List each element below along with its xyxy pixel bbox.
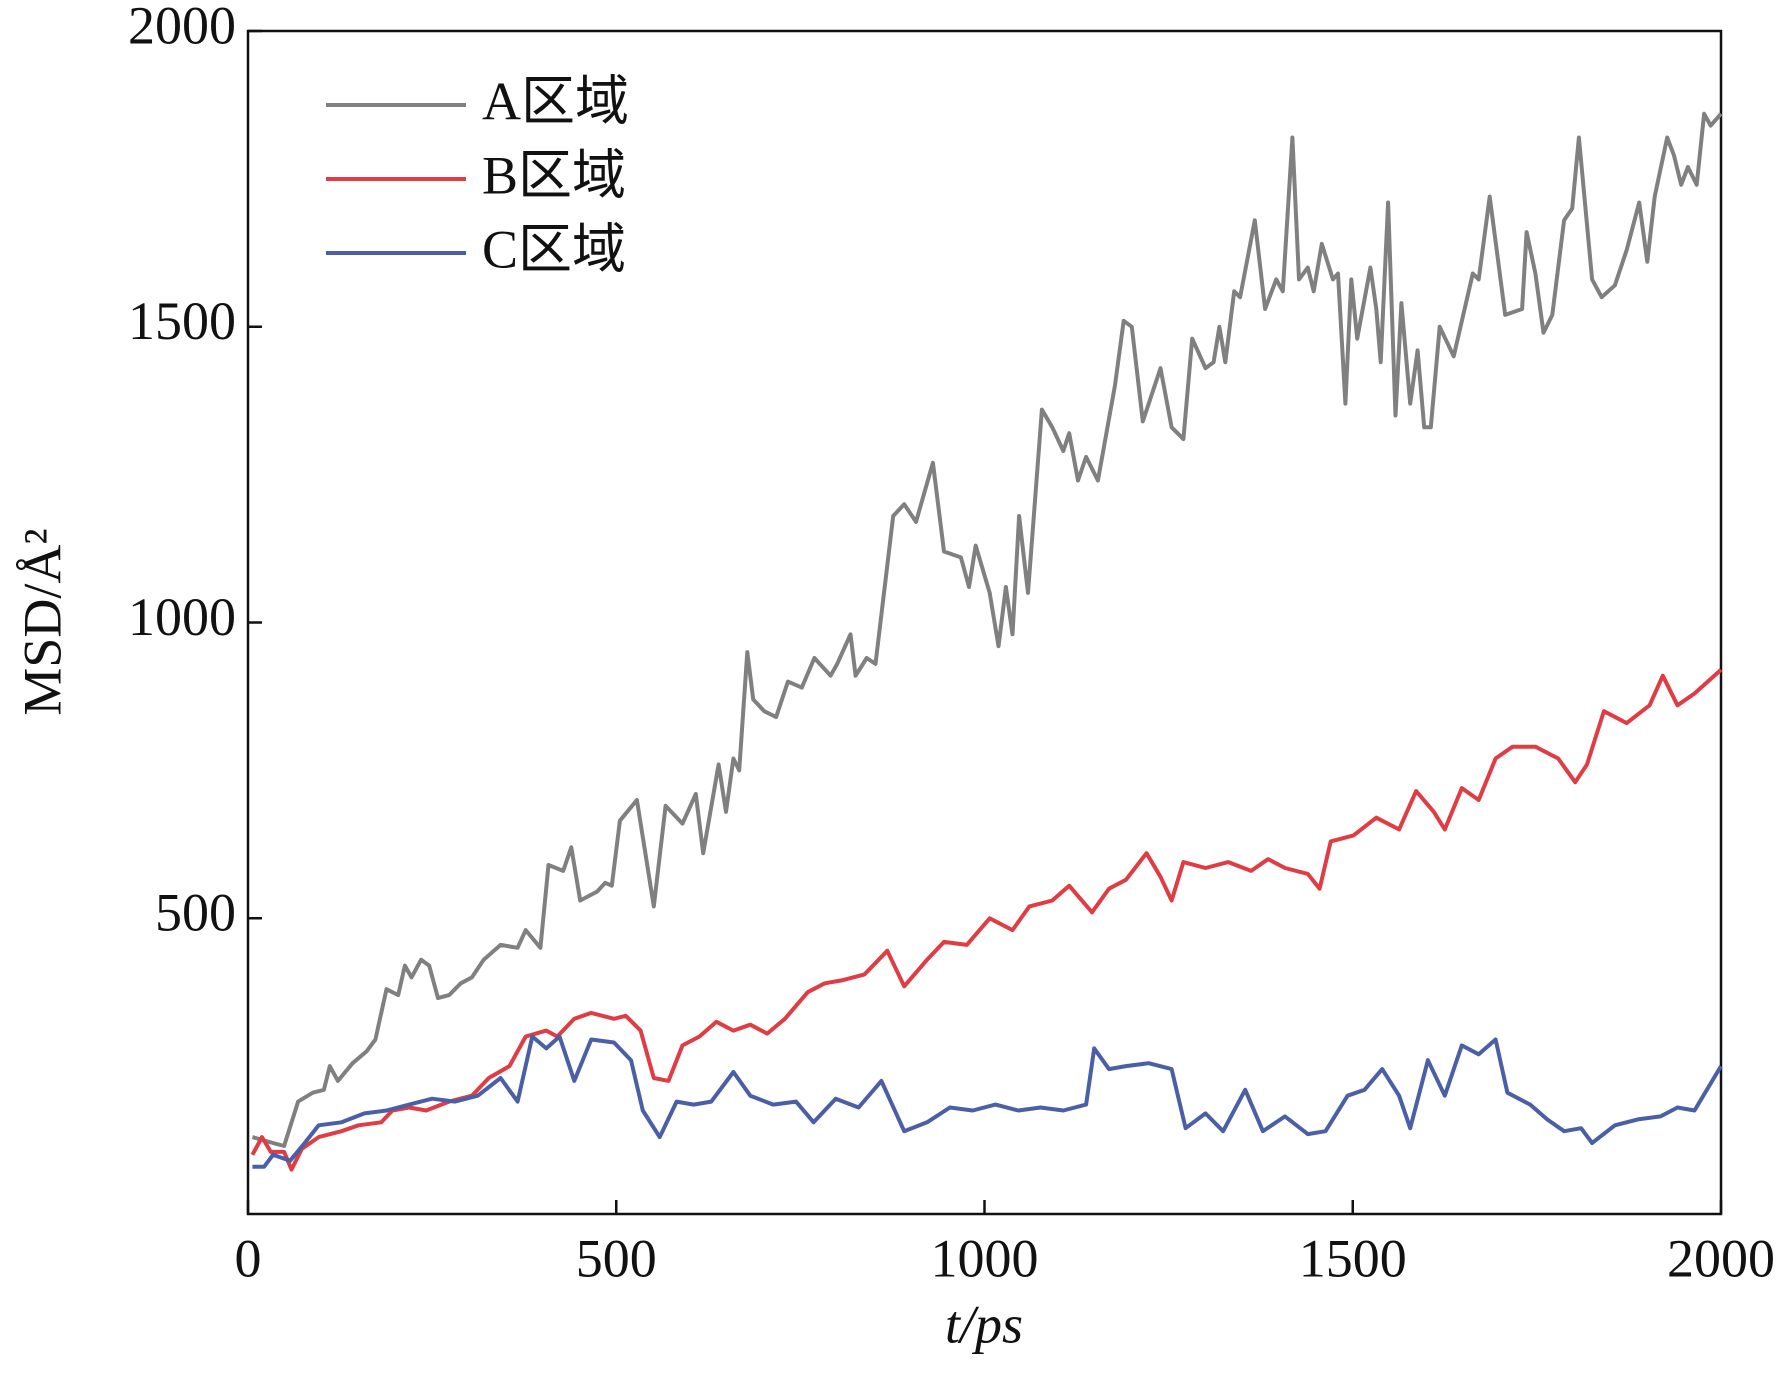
legend-label: B区域 xyxy=(482,145,626,205)
y-tick-label: 1500 xyxy=(128,291,236,351)
plot-frame xyxy=(246,29,1723,1216)
x-tick-label: 2000 xyxy=(1667,1228,1775,1288)
x-tick-label: 0 xyxy=(235,1228,262,1288)
series-line xyxy=(251,111,1723,1148)
legend-label: C区域 xyxy=(482,219,626,279)
x-tick-label: 1000 xyxy=(931,1228,1039,1288)
y-tick-label: 2000 xyxy=(128,0,236,55)
y-axis-label: MSD/Å² xyxy=(12,528,72,715)
x-tick-label: 1500 xyxy=(1299,1228,1407,1288)
series-line xyxy=(250,668,1723,1172)
legend-label: A区域 xyxy=(482,71,629,131)
x-tick-label: 500 xyxy=(576,1228,657,1288)
series-line xyxy=(252,1034,1723,1169)
y-tick-label: 500 xyxy=(155,883,236,943)
y-tick-label: 1000 xyxy=(128,587,236,647)
x-axis-label: t/ps xyxy=(945,1294,1023,1354)
